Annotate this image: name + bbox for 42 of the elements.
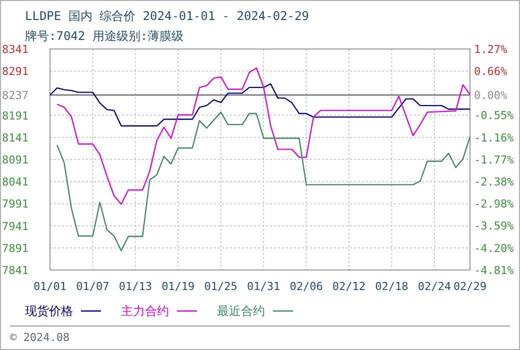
- y-tick-label: 7891: [2, 242, 28, 255]
- y2-tick-label: -1.77%: [474, 154, 514, 166]
- y2-tick-label: 0.00%: [474, 89, 508, 102]
- y2-tick-label: -2.98%: [474, 197, 514, 210]
- x-tick-label: 01/07: [76, 280, 110, 293]
- x-tick-label: 02/29: [453, 280, 487, 293]
- line-series: [56, 67, 471, 205]
- text: © 2024.08: [10, 331, 70, 344]
- y-tick-label: 8041: [2, 176, 28, 189]
- line-series: [56, 112, 471, 252]
- x-tick-label: 02/24: [418, 280, 452, 293]
- x-tick-label: 01/31: [246, 280, 280, 293]
- y2-tick-label: -1.16%: [474, 131, 514, 144]
- y-tick-label: 8191: [2, 109, 28, 122]
- chart-title: LLDPE 国内 综合价 2024-01-01 - 2024-02-29: [25, 9, 309, 23]
- y-tick-label: 7941: [2, 220, 28, 233]
- x-tick-label: 01/01: [33, 280, 67, 293]
- x-tick-label: 01/13: [118, 280, 152, 293]
- y-tick-label: 8291: [2, 65, 28, 78]
- y2-tick-label: 1.27%: [474, 43, 508, 56]
- legend-label: 现货价格: [25, 304, 73, 318]
- y-tick-label: 7991: [2, 198, 28, 211]
- y2-tick-label: -0.55%: [474, 109, 514, 122]
- y-tick-label: 8237: [2, 88, 28, 102]
- y-tick-label: 8091: [2, 154, 28, 166]
- legend-label: 最近合约: [217, 304, 265, 318]
- line-series: [49, 83, 471, 127]
- y2-tick-label: 0.66%: [474, 65, 508, 78]
- y2-tick-label: -4.81%: [474, 264, 514, 277]
- x-tick-label: 01/25: [204, 280, 238, 293]
- x-tick-label: 02/06: [290, 280, 323, 293]
- y2-tick-label: -3.59%: [474, 220, 514, 233]
- chart-subtitle: 牌号:7042 用途级别:薄膜级: [25, 29, 184, 43]
- y2-tick-label: -2.38%: [474, 176, 514, 189]
- x-tick-label: 02/12: [332, 280, 366, 293]
- y2-tick-label: -4.20%: [474, 242, 514, 255]
- x-tick-label: 01/19: [162, 280, 195, 293]
- legend-label: 主力合约: [121, 304, 169, 318]
- x-tick-label: 02/18: [375, 280, 408, 293]
- y-tick-label: 7841: [2, 264, 28, 277]
- y-tick-label: 8341: [2, 43, 28, 56]
- y-tick-label: 8141: [2, 131, 28, 144]
